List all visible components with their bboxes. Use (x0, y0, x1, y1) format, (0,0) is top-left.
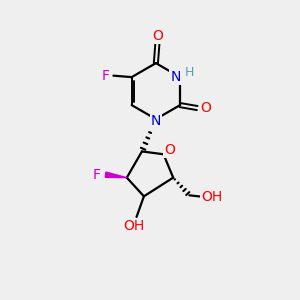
Text: N: N (151, 114, 161, 128)
Text: N: N (170, 70, 181, 84)
Text: OH: OH (201, 190, 222, 204)
Text: F: F (101, 69, 109, 83)
Text: H: H (185, 66, 194, 79)
Text: OH: OH (124, 219, 145, 233)
Text: F: F (93, 168, 101, 182)
Text: O: O (164, 143, 175, 157)
Text: O: O (201, 101, 212, 115)
Text: O: O (152, 29, 163, 43)
Polygon shape (105, 172, 127, 178)
